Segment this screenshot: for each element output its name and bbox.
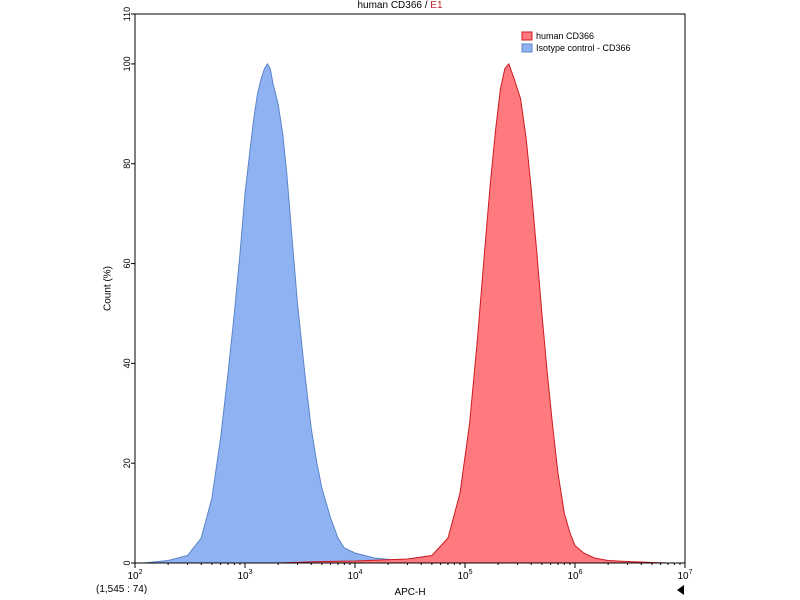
plot-frame [134,13,686,564]
x-tick-label-4: 106 [567,569,582,582]
y-tick-label-2: 40 [122,358,132,368]
y-tick-label-3: 60 [122,259,132,269]
legend-swatch-0 [521,31,533,41]
y-tick-label-1: 20 [122,458,132,468]
legend-label-0: human CD366 [536,31,594,41]
x-tick-label-2: 104 [347,569,362,582]
x-tick-label-5: 107 [677,569,692,582]
y-tick-label-6: 110 [122,7,132,21]
chart-title: human CD366 / E1 [0,0,800,12]
chart-title-sample: human CD366 [357,0,422,11]
series-area-0 [278,62,669,564]
legend-label-1: Isotype control - CD366 [536,43,631,53]
legend: human CD366 Isotype control - CD366 [521,31,631,53]
chart-title-separator: / [421,0,431,11]
x-axis-label: APC-H [394,587,425,598]
legend-swatch-1 [521,43,533,53]
scroll-left-icon[interactable] [677,585,684,595]
y-axis-label: Count (%) [103,266,114,311]
axes: 0 20 40 60 80 100 110 102 103 104 105 106 107 APC-H Co… [103,7,693,598]
x-tick-label-3: 105 [457,569,472,582]
chart-title-gate: E1 [430,0,443,11]
cursor-readout: (1,545 : 74) [96,584,148,595]
x-tick-label-1: 103 [237,569,252,582]
plot-area [143,62,669,564]
y-tick-label-5: 100 [122,56,132,71]
y-tick-label-0: 0 [122,560,132,565]
y-tick-label-4: 80 [122,159,132,169]
series-area-1 [143,62,441,564]
x-tick-label-0: 102 [127,569,142,582]
